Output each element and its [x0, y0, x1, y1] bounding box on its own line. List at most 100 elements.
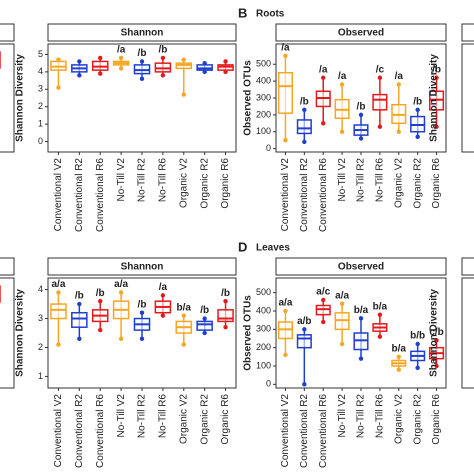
x-tick-label: Conventional V2	[280, 158, 291, 232]
outlier-high	[181, 57, 186, 62]
y-tick-label: 100	[256, 360, 271, 370]
x-tick-label: Organic V2	[178, 394, 189, 444]
x-tick-label: Organic R2	[199, 394, 210, 445]
outlier-high	[396, 354, 401, 360]
outlier-high	[302, 327, 307, 332]
outlier-high	[396, 82, 401, 87]
outlier-high	[415, 107, 420, 113]
strip-label: Shannon	[121, 262, 164, 273]
outlier-low	[434, 363, 439, 369]
significance-label: /a	[395, 71, 404, 82]
outlier-high	[56, 290, 61, 295]
outlier-low	[202, 69, 207, 75]
box	[296, 119, 312, 135]
x-tick-label: Conventional R2	[74, 394, 85, 468]
y-tick-label: 200	[256, 342, 271, 352]
x-tick-label: No-Till V2	[116, 394, 127, 438]
x-tick-label: No-Till R6	[375, 394, 386, 439]
outlier-high	[56, 57, 61, 62]
x-tick-label: No-Till R6	[375, 158, 386, 203]
y-tick-label: 4	[38, 284, 43, 294]
outlier-high	[77, 301, 82, 307]
significance-label: a/a	[51, 279, 65, 290]
box	[50, 303, 67, 320]
x-tick-label: Conventional R2	[299, 394, 310, 468]
x-tick-label: Organic R2	[412, 394, 423, 445]
x-tick-label: Conventional V2	[53, 158, 64, 232]
x-tick-label: No-Till R6	[158, 158, 169, 203]
x-tick-label: Conventional V2	[53, 394, 64, 468]
significance-label: /b	[75, 291, 84, 302]
outlier-low	[77, 336, 82, 341]
outlier-high	[118, 290, 124, 295]
significance-label: a/c	[316, 287, 330, 298]
y-tick-label: 100	[256, 126, 271, 136]
box	[71, 311, 88, 328]
outlier-low	[434, 124, 439, 129]
outlier-low	[321, 121, 326, 126]
outlier-high	[339, 301, 345, 306]
significance-label: a/a	[278, 298, 292, 309]
y-axis-label: Shannon Diversity	[15, 289, 26, 377]
significance-label: b/b	[410, 331, 425, 342]
outlier-low	[339, 341, 345, 347]
x-tick-label: No-Till R2	[137, 158, 148, 203]
outlier-high	[283, 53, 288, 59]
outlier-high	[415, 341, 420, 347]
box	[372, 93, 388, 111]
outlier-high	[139, 310, 145, 315]
x-tick-label: No-Till R6	[158, 394, 169, 439]
panel-title: Roots	[256, 9, 285, 20]
outlier-high	[118, 55, 124, 61]
x-tick-label: Conventional R2	[74, 158, 85, 232]
outlier-high	[181, 313, 186, 318]
strip	[275, 257, 447, 276]
outlier-high	[202, 60, 207, 66]
significance-label: /c	[376, 64, 385, 75]
x-tick-label: Organic V2	[178, 158, 189, 208]
x-tick-label: Conventional R2	[299, 158, 310, 232]
box	[196, 320, 213, 331]
significance-label: /a	[338, 71, 347, 82]
outlier-high	[358, 316, 364, 321]
significance-label: /b	[413, 96, 422, 107]
outlier-high	[98, 55, 103, 61]
outlier-high	[160, 293, 166, 298]
x-tick-label: Organic R6	[431, 394, 442, 445]
strip-label: Observed	[338, 28, 384, 39]
significance-label: /a	[281, 42, 290, 53]
significance-label: b/a	[392, 343, 407, 354]
y-axis-label: Observed OTUs	[243, 60, 254, 136]
outlier-high	[358, 112, 364, 118]
outlier-low	[415, 365, 420, 371]
outlier-high	[321, 75, 326, 80]
outlier-low	[396, 367, 401, 372]
strip	[461, 23, 474, 42]
outlier-low	[396, 129, 401, 134]
significance-label: b/a	[354, 305, 369, 316]
box	[296, 334, 312, 349]
strip	[47, 257, 237, 276]
outlier-low	[377, 124, 383, 129]
outlier-low	[98, 327, 103, 333]
outlier-high	[377, 75, 383, 80]
x-tick-label: Conventional R6	[318, 394, 329, 468]
plot-frame	[461, 43, 474, 153]
significance-label: /b	[96, 288, 105, 299]
outlier-low	[302, 382, 307, 387]
x-tick-label: No-Till V2	[337, 158, 348, 202]
panel-letter: B	[238, 5, 247, 20]
y-axis-label: Observed OTUs	[243, 295, 254, 371]
y-tick-label: 400	[256, 305, 271, 315]
outlier-high	[283, 308, 288, 314]
significance-label: a/b	[297, 316, 311, 327]
plot-frame	[461, 277, 474, 389]
outlier-high	[160, 55, 166, 61]
y-tick-label: 1	[38, 119, 43, 129]
outlier-low	[118, 66, 124, 71]
x-tick-label: No-Till V2	[337, 394, 348, 438]
outlier-low	[302, 139, 307, 145]
significance-label: /b	[138, 299, 147, 310]
y-tick-label: 2	[38, 101, 43, 111]
